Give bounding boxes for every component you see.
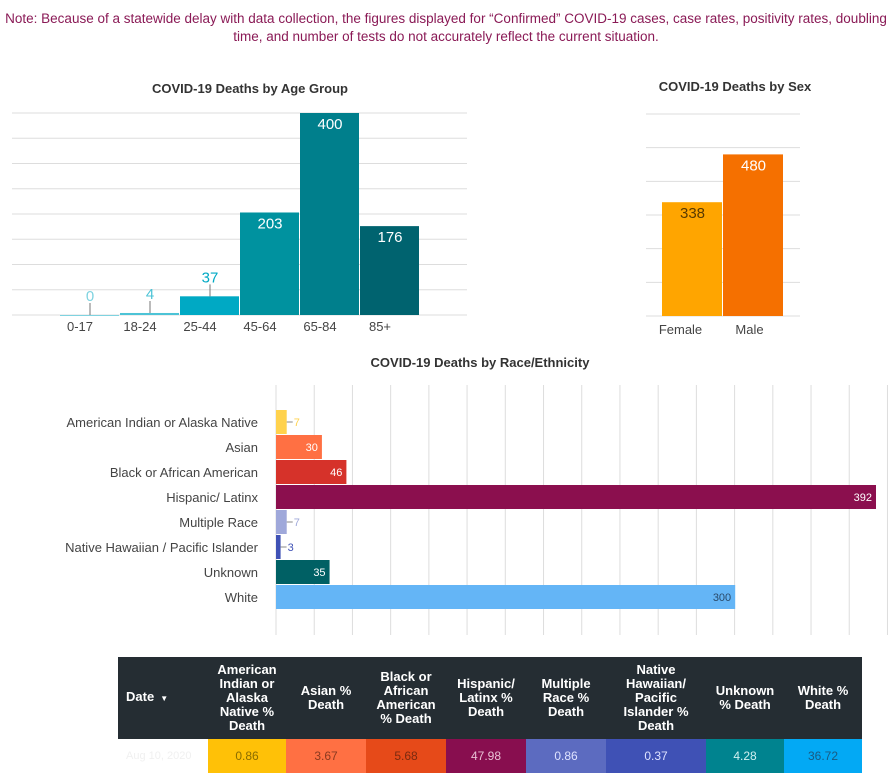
age-tick-label: 18-24 — [123, 319, 156, 334]
race-bar — [276, 510, 287, 534]
race-data-label: 300 — [713, 592, 731, 604]
sex-data-label: 480 — [741, 157, 766, 174]
race-bar — [276, 535, 281, 559]
age-bar — [120, 312, 179, 315]
race-percent-death-table: Date ▼ American Indian or Alaska Native %… — [118, 657, 862, 773]
race-data-label: 35 — [313, 567, 325, 579]
race-bar — [276, 435, 322, 459]
race-bar — [276, 585, 736, 609]
race-category-label: Unknown — [204, 565, 258, 580]
race-category-label: Hispanic/ Latinx — [166, 490, 258, 505]
column-header[interactable]: White % Death — [784, 657, 862, 739]
race-category-label: American Indian or Alaska Native — [67, 415, 258, 430]
race-category-label: Multiple Race — [179, 515, 258, 530]
sex-bar — [662, 202, 722, 316]
date-column-header[interactable]: Date ▼ — [118, 657, 208, 739]
race-category-label: Black or African American — [110, 465, 258, 480]
data-delay-note: Note: Because of a statewide delay with … — [5, 11, 887, 44]
age-data-label: 176 — [377, 229, 402, 246]
date-cell: Aug 10, 2020 — [118, 739, 208, 773]
table-row: Aug 10, 2020 0.86 3.67 5.68 47.98 0.86 0… — [118, 739, 862, 773]
age-chart-title: COVID-19 Deaths by Age Group — [152, 81, 348, 96]
race-chart-title: COVID-19 Deaths by Race/Ethnicity — [370, 355, 590, 370]
age-tick-label: 0-17 — [67, 319, 93, 334]
race-data-label: 7 — [294, 517, 300, 529]
value-cell: 0.37 — [606, 739, 706, 773]
age-data-label: 4 — [146, 286, 154, 303]
sex-bar — [723, 154, 783, 316]
age-bar — [240, 212, 299, 315]
value-cell: 5.68 — [366, 739, 446, 773]
age-bar — [360, 226, 419, 315]
race-data-label: 3 — [288, 542, 294, 554]
column-header[interactable]: American Indian or Alaska Native % Death — [208, 657, 286, 739]
age-data-label: 400 — [317, 116, 342, 133]
column-header[interactable]: Unknown % Death — [706, 657, 784, 739]
race-data-label: 7 — [294, 417, 300, 429]
race-bar — [276, 460, 347, 484]
sort-desc-icon[interactable]: ▼ — [160, 694, 169, 703]
race-data-label: 30 — [306, 442, 318, 454]
column-header[interactable]: Asian % Death — [286, 657, 366, 739]
sex-data-label: 338 — [680, 205, 705, 222]
table-header-row: Date ▼ American Indian or Alaska Native %… — [118, 657, 862, 739]
race-bar — [276, 410, 287, 434]
value-cell: 0.86 — [526, 739, 606, 773]
age-tick-label: 45-64 — [243, 319, 276, 334]
value-cell: 0.86 — [208, 739, 286, 773]
race-category-label: Native Hawaiian / Pacific Islander — [65, 540, 259, 555]
column-header[interactable]: Native Hawaiian/ Pacific Islander % Deat… — [606, 657, 706, 739]
age-tick-label: 25-44 — [183, 319, 216, 334]
sex-tick-label: Female — [659, 322, 702, 337]
column-header[interactable]: Hispanic/ Latinx % Death — [446, 657, 526, 739]
sex-chart-title: COVID-19 Deaths by Sex — [658, 79, 812, 94]
age-data-label: 37 — [202, 269, 219, 286]
age-bar — [180, 296, 239, 315]
column-header[interactable]: Multiple Race % Death — [526, 657, 606, 739]
value-cell: 36.72 — [784, 739, 862, 773]
age-tick-label: 85+ — [369, 319, 391, 334]
race-category-label: Asian — [225, 440, 258, 455]
race-category-label: White — [225, 590, 258, 605]
age-data-label: 203 — [257, 215, 282, 232]
race-data-label: 46 — [330, 467, 342, 479]
sex-tick-label: Male — [735, 322, 763, 337]
value-cell: 4.28 — [706, 739, 784, 773]
age-data-label: 0 — [86, 288, 94, 305]
value-cell: 47.98 — [446, 739, 526, 773]
age-tick-label: 65-84 — [303, 319, 336, 334]
age-bar — [300, 113, 359, 315]
race-bar — [276, 560, 330, 584]
race-bar — [276, 485, 876, 509]
value-cell: 3.67 — [286, 739, 366, 773]
race-data-label: 392 — [854, 492, 872, 504]
column-header[interactable]: Black or African American % Death — [366, 657, 446, 739]
age-bar — [60, 315, 119, 316]
